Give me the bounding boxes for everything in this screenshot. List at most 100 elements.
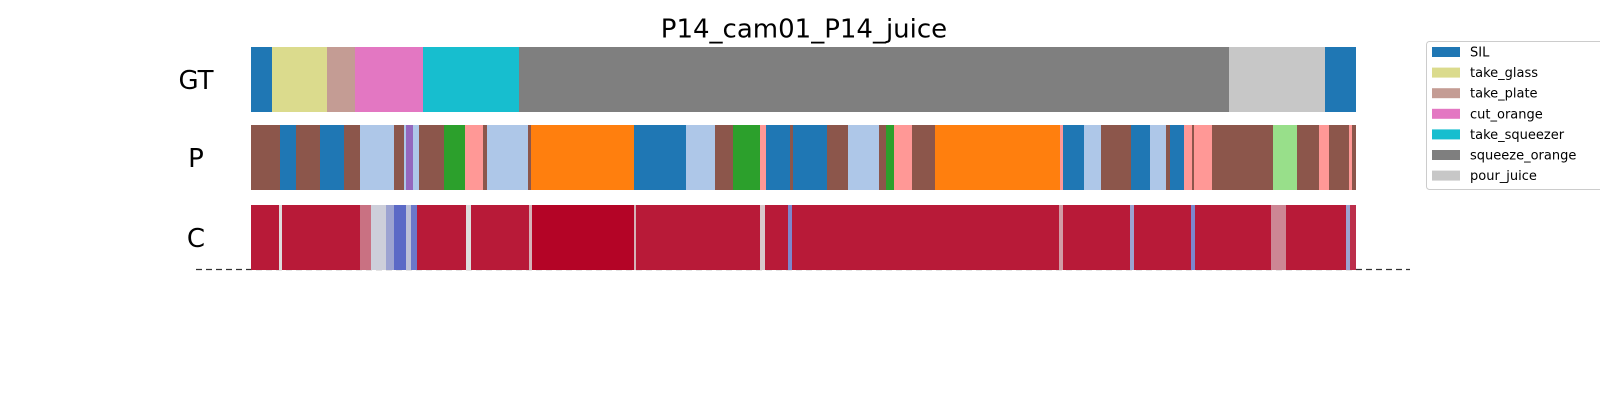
segment bbox=[636, 205, 760, 270]
segment bbox=[519, 47, 1229, 112]
segment bbox=[1059, 205, 1063, 270]
segment bbox=[280, 125, 296, 190]
segment bbox=[1229, 47, 1325, 112]
segment bbox=[1350, 205, 1356, 270]
segment bbox=[532, 205, 634, 270]
segment bbox=[360, 125, 394, 190]
segment bbox=[634, 125, 686, 190]
segment bbox=[790, 125, 793, 190]
legend-swatch bbox=[1432, 129, 1460, 140]
segment bbox=[1084, 125, 1101, 190]
segment bbox=[760, 205, 765, 270]
segment bbox=[1101, 125, 1131, 190]
segment bbox=[894, 125, 912, 190]
segment bbox=[788, 205, 792, 270]
segment bbox=[686, 125, 715, 190]
legend-box bbox=[1426, 41, 1600, 190]
legend-swatch bbox=[1432, 170, 1460, 181]
segment bbox=[935, 125, 1060, 190]
segment bbox=[634, 205, 636, 270]
segment bbox=[1319, 125, 1329, 190]
segment bbox=[394, 205, 406, 270]
segment bbox=[531, 125, 634, 190]
segment bbox=[327, 47, 355, 112]
segment bbox=[1134, 205, 1191, 270]
segment bbox=[733, 125, 760, 190]
legend-swatch bbox=[1432, 88, 1460, 99]
row-label: P bbox=[188, 144, 204, 174]
segment bbox=[411, 205, 417, 270]
row-label: GT bbox=[178, 66, 213, 96]
segment bbox=[471, 205, 529, 270]
legend-swatch bbox=[1432, 47, 1460, 57]
legend-label: SIL bbox=[1470, 46, 1490, 61]
segment bbox=[419, 125, 444, 190]
segment bbox=[282, 205, 360, 270]
segment bbox=[765, 205, 788, 270]
segment bbox=[413, 125, 419, 190]
segment bbox=[792, 205, 1059, 270]
legend: SIL take_glass take_plate cut_orange take_sq… bbox=[1426, 41, 1600, 190]
segment bbox=[406, 125, 413, 190]
segment bbox=[360, 205, 371, 270]
segment bbox=[1191, 205, 1195, 270]
legend-swatch bbox=[1432, 67, 1460, 78]
segment bbox=[444, 125, 465, 190]
segment bbox=[827, 125, 848, 190]
segment bbox=[1184, 125, 1192, 190]
segment bbox=[1212, 125, 1273, 190]
legend-swatch bbox=[1432, 108, 1460, 119]
segment bbox=[465, 125, 483, 190]
segment bbox=[371, 205, 386, 270]
legend-label: take_plate bbox=[1470, 87, 1538, 102]
segment bbox=[1150, 125, 1166, 190]
segment bbox=[1170, 125, 1184, 190]
segment bbox=[296, 125, 320, 190]
segment bbox=[1346, 205, 1350, 270]
segment bbox=[386, 205, 394, 270]
segment bbox=[344, 125, 360, 190]
segment bbox=[404, 125, 406, 190]
segment bbox=[251, 205, 279, 270]
segment bbox=[1166, 125, 1170, 190]
segment bbox=[1195, 205, 1271, 270]
segment bbox=[529, 205, 532, 270]
segment bbox=[715, 125, 733, 190]
segment bbox=[1271, 205, 1286, 270]
segment bbox=[766, 125, 790, 190]
segment bbox=[793, 125, 827, 190]
chart-title: P14_cam01_P14_juice bbox=[661, 15, 947, 45]
segment bbox=[760, 125, 766, 190]
segment bbox=[423, 47, 519, 112]
segment bbox=[394, 125, 404, 190]
segment bbox=[483, 125, 487, 190]
segment bbox=[1297, 125, 1319, 190]
segment bbox=[406, 205, 411, 270]
segment bbox=[528, 125, 531, 190]
segment bbox=[487, 125, 528, 190]
segment bbox=[886, 125, 894, 190]
segment bbox=[1325, 47, 1356, 112]
segment bbox=[417, 205, 466, 270]
segment bbox=[1273, 125, 1297, 190]
segment bbox=[251, 47, 272, 112]
legend-label: take_glass bbox=[1470, 66, 1538, 81]
segment bbox=[879, 125, 886, 190]
segment bbox=[1349, 125, 1352, 190]
segment bbox=[355, 47, 423, 112]
segment bbox=[1063, 205, 1130, 270]
segment bbox=[1060, 125, 1063, 190]
legend-label: squeeze_orange bbox=[1470, 149, 1576, 164]
segment bbox=[1329, 125, 1349, 190]
segment bbox=[251, 125, 280, 190]
legend-label: pour_juice bbox=[1470, 169, 1537, 184]
segment bbox=[1194, 125, 1212, 190]
segment bbox=[272, 47, 327, 112]
segment bbox=[1131, 125, 1150, 190]
segment bbox=[848, 125, 879, 190]
segment bbox=[320, 125, 344, 190]
segment bbox=[279, 205, 282, 270]
legend-label: cut_orange bbox=[1470, 107, 1543, 122]
segment bbox=[1352, 125, 1356, 190]
